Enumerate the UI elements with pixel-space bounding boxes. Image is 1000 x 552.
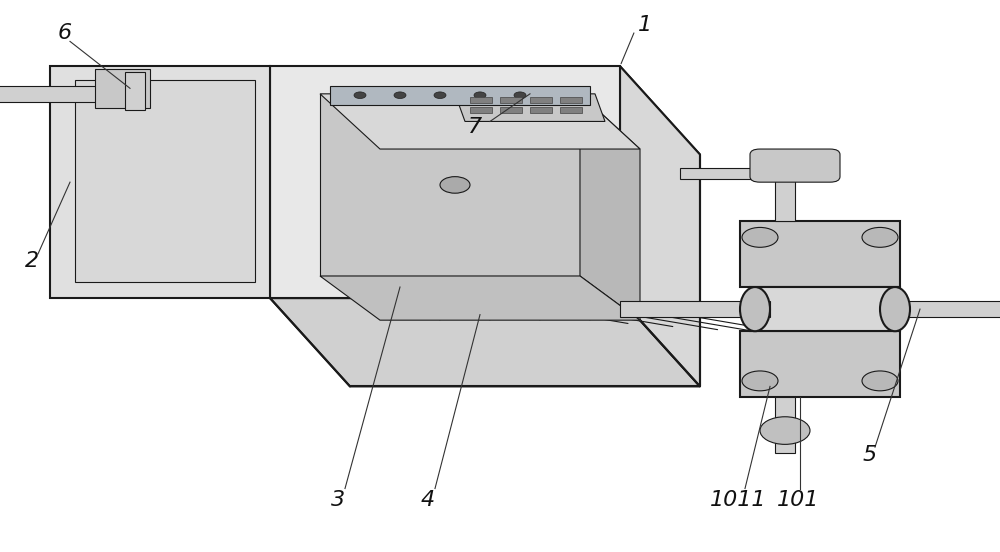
Polygon shape: [775, 166, 795, 221]
Polygon shape: [620, 301, 770, 317]
Text: 2: 2: [25, 251, 39, 270]
Polygon shape: [890, 301, 1000, 317]
Polygon shape: [125, 72, 145, 110]
Polygon shape: [740, 221, 900, 287]
Circle shape: [862, 227, 898, 247]
Polygon shape: [620, 66, 700, 386]
Polygon shape: [750, 287, 900, 331]
FancyBboxPatch shape: [560, 97, 582, 103]
Text: 1011: 1011: [710, 490, 766, 509]
Circle shape: [760, 417, 810, 444]
Polygon shape: [75, 80, 255, 282]
Circle shape: [742, 371, 778, 391]
Text: 3: 3: [331, 490, 345, 509]
FancyBboxPatch shape: [750, 149, 840, 182]
Polygon shape: [740, 331, 900, 397]
FancyBboxPatch shape: [470, 97, 492, 103]
Polygon shape: [775, 397, 795, 453]
FancyBboxPatch shape: [95, 69, 150, 108]
FancyBboxPatch shape: [330, 86, 590, 105]
Text: 6: 6: [58, 23, 72, 43]
Polygon shape: [0, 86, 130, 102]
Ellipse shape: [880, 287, 910, 331]
Circle shape: [434, 92, 446, 98]
Circle shape: [742, 227, 778, 247]
Polygon shape: [455, 94, 605, 121]
Text: 7: 7: [468, 117, 482, 137]
FancyBboxPatch shape: [470, 107, 492, 113]
Circle shape: [862, 371, 898, 391]
Text: 5: 5: [863, 445, 877, 465]
FancyBboxPatch shape: [560, 107, 582, 113]
Polygon shape: [270, 298, 700, 386]
Polygon shape: [270, 66, 620, 298]
FancyBboxPatch shape: [500, 107, 522, 113]
Text: 101: 101: [777, 490, 819, 509]
Ellipse shape: [740, 287, 770, 331]
Polygon shape: [680, 168, 770, 179]
Polygon shape: [320, 94, 580, 276]
FancyBboxPatch shape: [530, 107, 552, 113]
Polygon shape: [320, 276, 640, 320]
FancyBboxPatch shape: [530, 97, 552, 103]
Circle shape: [394, 92, 406, 98]
Text: 4: 4: [421, 490, 435, 509]
Polygon shape: [580, 94, 640, 320]
Polygon shape: [270, 66, 700, 155]
Circle shape: [440, 177, 470, 193]
Circle shape: [514, 92, 526, 98]
Polygon shape: [320, 94, 640, 149]
Polygon shape: [50, 66, 270, 298]
Circle shape: [474, 92, 486, 98]
FancyBboxPatch shape: [500, 97, 522, 103]
Text: 1: 1: [638, 15, 652, 35]
Circle shape: [354, 92, 366, 98]
